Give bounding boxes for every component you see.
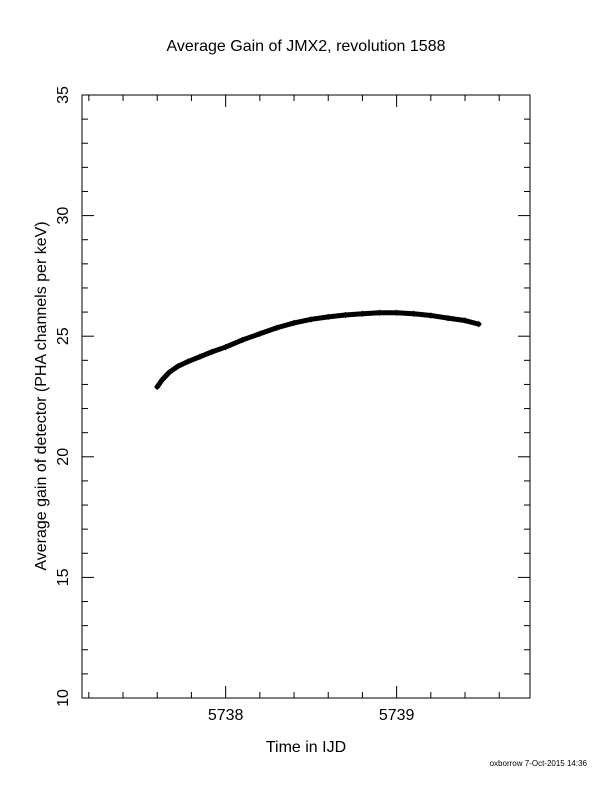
data-point [256, 330, 263, 337]
data-point [196, 353, 203, 360]
data-point [239, 336, 246, 343]
y-tick-label: 35 [55, 86, 72, 104]
data-point [308, 316, 315, 323]
data-point [185, 358, 192, 365]
y-tick-label: 10 [55, 689, 72, 707]
y-tick-label: 15 [55, 568, 72, 586]
y-tick-label: 20 [55, 448, 72, 466]
data-point [393, 309, 400, 316]
x-tick-label: 5739 [379, 707, 415, 724]
data-point [427, 312, 434, 319]
data-point [342, 311, 349, 318]
data-point [359, 310, 366, 317]
data-point [410, 310, 417, 317]
y-tick-label: 25 [55, 327, 72, 345]
data-point [475, 321, 482, 328]
data-point [462, 317, 469, 324]
data-point [154, 383, 161, 390]
data-point [376, 309, 383, 316]
x-tick-label: 5738 [208, 707, 244, 724]
y-tick-label: 30 [55, 207, 72, 225]
data-point [174, 363, 181, 370]
plot-frame [81, 94, 531, 699]
y-axis-label: Average gain of detector (PHA channels p… [33, 221, 50, 570]
footer: oxborrow 7-Oct-2015 14:36 [490, 759, 588, 768]
data-point [222, 344, 229, 351]
data-point [273, 324, 280, 331]
data-point [291, 319, 298, 326]
chart-title: Average Gain of JMX2, revolution 1588 [167, 38, 446, 55]
data-point [159, 376, 166, 383]
data-point [208, 348, 215, 355]
data-point [166, 369, 173, 376]
data-point [325, 313, 332, 320]
x-axis-label: Time in IJD [266, 739, 346, 756]
data-point [444, 315, 451, 322]
